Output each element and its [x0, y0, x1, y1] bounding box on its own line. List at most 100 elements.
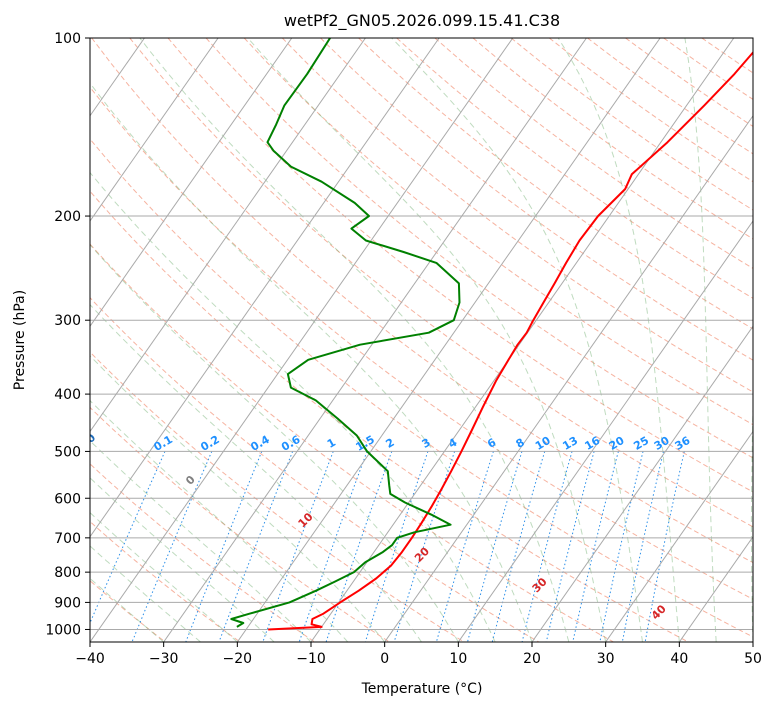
mixing-ratio-line [185, 451, 263, 642]
reference-curve [0, 38, 71, 642]
dry-adiabat [434, 38, 753, 269]
isotherm [605, 430, 753, 642]
x-tick-label: −10 [296, 651, 326, 667]
plot-area: -100-90-80-70-60-50-40-30-20-10010203040… [0, 38, 753, 642]
moist-adiabat [247, 38, 607, 642]
isotherm [531, 325, 753, 642]
moist-adiabat [750, 390, 753, 642]
dry-adiabat [358, 38, 753, 330]
dry-adiabat [243, 38, 753, 426]
moist-adiabat [684, 38, 717, 642]
isotherm [236, 38, 661, 642]
isotherm [163, 38, 587, 642]
y-tick-label: 900 [54, 595, 81, 611]
mixing-ratio-label: 8 [514, 436, 527, 451]
moist-adiabat [90, 399, 349, 642]
mixing-ratio-line [491, 451, 546, 642]
mixing-ratio-label: 6 [485, 436, 498, 451]
mixing-ratio-label: 13 [560, 434, 580, 453]
dry-adiabat-label: 20 [412, 545, 432, 565]
dry-adiabat [90, 406, 390, 642]
moist-adiabat [90, 477, 275, 642]
moist-adiabat [139, 38, 570, 642]
dry-adiabat [90, 243, 614, 642]
x-tick-label: 30 [597, 651, 615, 667]
mixing-ratio-line [435, 451, 494, 642]
y-tick-label: 600 [54, 491, 81, 507]
temperature-line [268, 50, 753, 631]
isotherm [678, 535, 753, 642]
axes: −40 −30 −20 −10 0 10 20 30 40 5010020030040050060… [45, 31, 762, 667]
mixing-ratio-label: 3 [420, 436, 433, 451]
mixing-ratio-label: 1 [325, 436, 338, 451]
dry-adiabat [396, 38, 753, 299]
mixing-ratio-label: 0.4 [248, 433, 272, 454]
mixing-ratio-label: 2 [383, 436, 396, 451]
dry-adiabat [510, 38, 753, 211]
dry-adiabat [167, 38, 753, 493]
isotherm [90, 38, 219, 222]
mixing-ratio-line [545, 451, 595, 642]
moist-adiabat [391, 38, 643, 642]
isotherm [0, 38, 71, 642]
dry-adiabat [90, 296, 540, 642]
isotherm [90, 38, 366, 433]
isotherm [384, 114, 753, 642]
x-tick-label: 50 [744, 651, 762, 667]
dry-adiabat [548, 38, 753, 183]
mixing-ratio-line [467, 451, 523, 642]
dry-adiabat [90, 190, 689, 642]
x-axis-label: Temperature (°C) [361, 681, 483, 697]
isotherm [90, 38, 440, 538]
mixing-ratio-line [599, 451, 644, 642]
moist-adiabat [90, 545, 201, 642]
mixing-ratio-label: 20 [607, 434, 627, 453]
dry-adiabat-label: -10 [75, 431, 98, 454]
mixing-ratio-label: 16 [582, 434, 602, 453]
dry-adiabat [90, 463, 315, 642]
moist-adiabat [90, 82, 533, 642]
mixing-ratio-label: 25 [631, 434, 651, 453]
x-tick-label: 40 [670, 651, 688, 667]
x-tick-label: 20 [523, 651, 541, 667]
x-tick-label: −20 [223, 651, 253, 667]
dry-adiabat [90, 86, 753, 600]
moist-adiabat [557, 38, 680, 642]
y-tick-label: 500 [54, 444, 81, 460]
x-tick-label: −30 [149, 651, 179, 667]
dry-adiabat [91, 38, 753, 564]
dry-adiabat-label: 0 [183, 473, 198, 488]
isotherm [90, 38, 293, 328]
mixing-ratio-line [644, 451, 685, 642]
mixing-ratio-line [131, 451, 213, 642]
mixing-ratio-line [572, 451, 619, 642]
isotherm [752, 641, 753, 642]
x-tick-label: −40 [75, 651, 105, 667]
dry-adiabat-label: 30 [530, 575, 550, 595]
y-tick-label: 300 [54, 313, 81, 329]
dry-adiabat [472, 38, 753, 240]
moist-adiabat [90, 303, 422, 642]
y-tick-label: 100 [54, 31, 81, 47]
chart-title: wetPf2_GN05.2026.099.15.41.C38 [284, 11, 560, 31]
mixing-ratio-line [364, 451, 429, 642]
mixing-ratio-line [325, 451, 393, 642]
dry-adiabat [205, 38, 753, 459]
dry-adiabat-label: 10 [296, 510, 316, 530]
mixing-ratio-line [521, 451, 573, 642]
plot-frame [89, 37, 754, 643]
dry-adiabat [90, 520, 241, 642]
x-tick-label: 0 [380, 651, 389, 667]
mixing-ratio-label: 0.6 [279, 433, 303, 454]
mixing-ratio-line [90, 451, 166, 625]
dewpoint-line [230, 38, 461, 628]
mixing-ratio-label: 0.1 [151, 433, 174, 454]
mixing-ratio-label: 4 [446, 436, 459, 451]
moist-adiabat [90, 171, 496, 642]
isotherm [457, 220, 753, 642]
y-tick-label: 700 [54, 531, 81, 547]
mixing-ratio-line [262, 451, 334, 642]
mixing-ratio-label: 0.2 [198, 433, 221, 454]
dry-adiabat [90, 351, 465, 642]
